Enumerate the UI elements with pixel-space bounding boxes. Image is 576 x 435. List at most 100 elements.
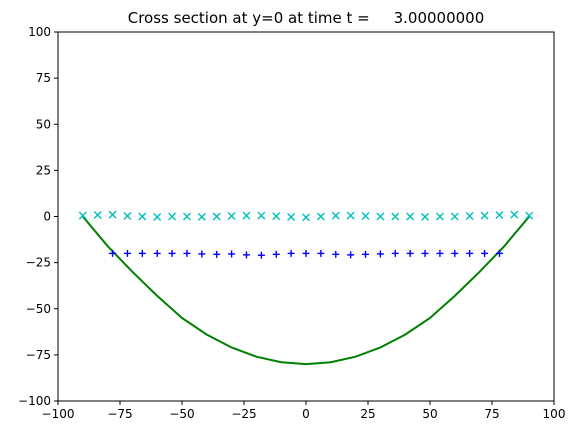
series-1-point	[391, 249, 399, 257]
y-tick-label: 100	[28, 25, 51, 39]
x-tick-label: −100	[42, 407, 75, 421]
series-2-point	[346, 211, 355, 220]
series-2-point	[465, 211, 474, 220]
marker-stroke	[480, 211, 489, 220]
marker-stroke	[287, 213, 296, 222]
marker-stroke	[435, 212, 444, 221]
series-1-point	[481, 249, 489, 257]
series-2-point	[168, 212, 177, 221]
series-2-point	[391, 212, 400, 221]
marker-stroke	[153, 213, 162, 222]
series-1-point	[347, 251, 355, 259]
series-2-point	[316, 212, 325, 221]
series-2-point	[331, 211, 340, 220]
series-2-point	[421, 212, 430, 221]
marker-stroke	[465, 211, 474, 220]
x-tick-label: 100	[543, 407, 566, 421]
series-1-point	[138, 249, 146, 257]
series-1-point	[213, 250, 221, 258]
series-2-point	[495, 211, 504, 220]
series-1-point	[406, 249, 414, 257]
series-1-point	[317, 249, 325, 257]
axes: −100 −75 −50 −25 0 25 50 75 100 −100 −75 −50 −25 0 25 5…	[18, 25, 565, 421]
plot-area	[78, 210, 534, 366]
series-1-point	[332, 250, 340, 258]
series-1-point	[123, 249, 131, 257]
series-2-point	[227, 211, 236, 220]
series-2-point	[257, 211, 266, 220]
marker-stroke	[257, 211, 266, 220]
marker-stroke	[406, 212, 415, 221]
marker-stroke	[495, 211, 504, 220]
series-2-point	[525, 211, 534, 220]
x-tick-label: 0	[302, 407, 310, 421]
marker-stroke	[272, 212, 281, 221]
series-1-point	[198, 250, 206, 258]
x-tick-label: −75	[107, 407, 132, 421]
marker-stroke	[93, 211, 102, 220]
series-2-point	[108, 210, 117, 219]
series-2-point	[435, 212, 444, 221]
series-1-point	[242, 251, 250, 259]
series-1-point	[436, 249, 444, 257]
series-1-point	[257, 251, 265, 259]
series-1-point	[362, 250, 370, 258]
series-2-point	[376, 212, 385, 221]
marker-stroke	[212, 212, 221, 221]
marker-stroke	[168, 212, 177, 221]
series-1-point	[272, 250, 280, 258]
series-1-point	[168, 249, 176, 257]
y-tick-label: −50	[26, 302, 51, 316]
marker-stroke	[450, 212, 459, 221]
series-2-point	[480, 211, 489, 220]
series-0-line	[82, 215, 530, 366]
marker-stroke	[391, 212, 400, 221]
series-2-point	[287, 213, 296, 222]
series-1-point	[495, 249, 503, 257]
x-tick-label: −25	[231, 407, 256, 421]
series-2-point	[123, 211, 132, 220]
series-2-point	[450, 212, 459, 221]
series-2-point	[242, 211, 251, 220]
series-1-point	[109, 249, 117, 257]
y-tick-label: 25	[36, 163, 51, 177]
x-tick-label: 75	[484, 407, 499, 421]
marker-stroke	[78, 211, 87, 220]
marker-stroke	[182, 212, 191, 221]
series-2-point	[510, 210, 519, 219]
series-2-point	[197, 212, 206, 221]
y-tick-label: 50	[36, 117, 51, 131]
series-1-point	[451, 249, 459, 257]
series-2-point	[272, 212, 281, 221]
series-1-point	[376, 250, 384, 258]
series-2-point	[93, 211, 102, 220]
series-2-point	[138, 212, 147, 221]
series-1-point	[183, 249, 191, 257]
series-2-point	[361, 211, 370, 220]
series-2-point	[78, 211, 87, 220]
marker-stroke	[421, 212, 430, 221]
series-1-point	[153, 249, 161, 257]
marker-stroke	[346, 211, 355, 220]
marker-stroke	[138, 212, 147, 221]
marker-stroke	[227, 211, 236, 220]
x-tick-label: 25	[360, 407, 375, 421]
y-tick-label: −100	[18, 394, 51, 408]
series-1-point	[287, 249, 295, 257]
y-tick-label: −25	[26, 256, 51, 270]
x-tick-label: −50	[169, 407, 194, 421]
y-tick-label: −75	[26, 348, 51, 362]
series-2-point	[212, 212, 221, 221]
series-1-point	[302, 249, 310, 257]
y-tick-label: 75	[36, 71, 51, 85]
x-tick-label: 50	[422, 407, 437, 421]
series-1-point	[466, 249, 474, 257]
marker-stroke	[316, 212, 325, 221]
chart-title: Cross section at y=0 at time t = 3.00000…	[128, 9, 485, 27]
marker-stroke	[242, 211, 251, 220]
marker-stroke	[123, 211, 132, 220]
marker-stroke	[197, 212, 206, 221]
series-2-point	[182, 212, 191, 221]
